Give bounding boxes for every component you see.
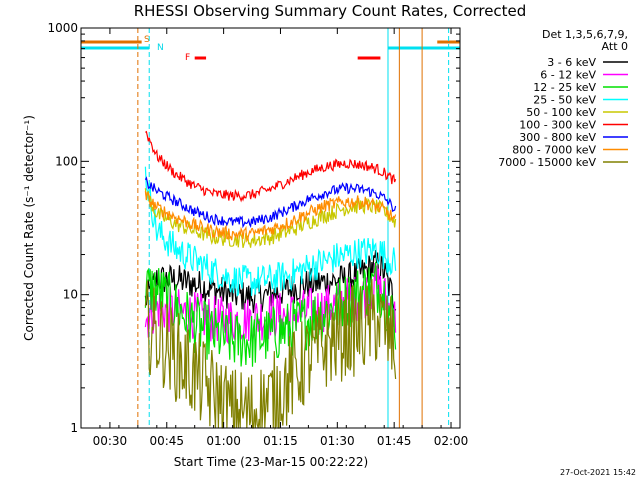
flag-label-s: S: [144, 35, 150, 45]
legend-label-2: 12 - 25 keV: [533, 81, 596, 94]
legend-label-1: 6 - 12 keV: [540, 69, 596, 82]
series-line-7: [144, 191, 397, 243]
x-tick-label-2: 01:00: [206, 434, 241, 448]
flag-labels: S N F: [144, 35, 190, 63]
legend-header-line-2: Att 0: [602, 40, 628, 53]
legend-label-6: 300 - 800 keV: [519, 131, 596, 144]
legend-label-4: 50 - 100 keV: [526, 106, 596, 119]
y-tick-label-0: 1: [70, 421, 78, 435]
x-tick-label-5: 01:45: [377, 434, 412, 448]
x-axis-label: Start Time (23-Mar-15 00:22:22): [174, 455, 368, 469]
flag-label-f: F: [185, 53, 190, 63]
legend-label-5: 100 - 300 keV: [519, 119, 596, 132]
series-line-8: [144, 279, 397, 431]
y-axis-label: Corrected Count Rate (s⁻¹ detector⁻¹): [22, 115, 36, 341]
series-line-3: [144, 166, 397, 297]
x-tick-label-3: 01:15: [263, 434, 298, 448]
y-tick-label-3: 1000: [47, 21, 78, 35]
x-tick-label-4: 01:30: [320, 434, 355, 448]
legend-label-3: 25 - 50 keV: [533, 94, 596, 107]
series-line-1: [144, 262, 397, 345]
x-axis: 00:30 00:45 01:00 01:15 01:30 01:45 02:00: [80, 28, 469, 448]
y-axis: 1 10 100 1000: [47, 21, 460, 435]
x-tick-label-6: 02:00: [434, 434, 469, 448]
legend-header-line-1: Det 1,3,5,6,7,9,: [542, 28, 628, 41]
x-tick-label-0: 00:30: [93, 434, 128, 448]
x-tick-label-1: 00:45: [149, 434, 184, 448]
footer-timestamp: 27-Oct-2021 15:42: [560, 468, 636, 477]
legend-label-0: 3 - 6 keV: [547, 56, 596, 69]
series-line-6: [144, 176, 397, 229]
series-line-5: [145, 130, 397, 203]
series-line-2: [144, 261, 397, 367]
y-tick-label-2: 100: [55, 154, 78, 168]
y-tick-label-1: 10: [63, 288, 78, 302]
series-lines: [144, 130, 397, 431]
flag-label-n: N: [157, 43, 164, 53]
chart-title: RHESSI Observing Summary Count Rates, Co…: [134, 2, 527, 20]
vertical-markers: [137, 28, 450, 428]
legend-label-7: 800 - 7000 keV: [512, 144, 596, 157]
legend-label-8: 7000 - 15000 keV: [498, 156, 596, 169]
flag-bars: [81, 40, 460, 60]
